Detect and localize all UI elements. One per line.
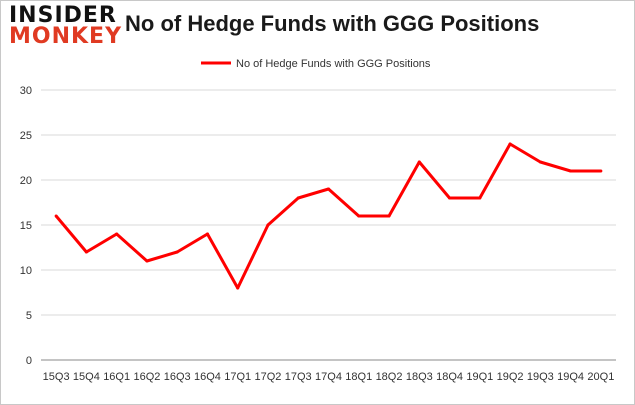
data-point — [357, 214, 361, 218]
x-tick-label: 15Q3 — [43, 371, 70, 383]
logo-line2: MONKEY — [9, 24, 123, 49]
data-point — [448, 196, 452, 200]
y-tick-label: 10 — [20, 265, 32, 277]
x-tick-label: 17Q2 — [255, 371, 282, 383]
x-tick-label: 16Q3 — [164, 371, 191, 383]
data-point — [599, 169, 603, 173]
data-point — [145, 259, 149, 263]
y-tick-label: 5 — [26, 310, 32, 322]
data-point — [478, 196, 482, 200]
x-tick-label: 16Q4 — [194, 371, 221, 383]
data-point — [205, 232, 209, 236]
x-tick-label: 20Q1 — [587, 371, 614, 383]
legend-label: No of Hedge Funds with GGG Positions — [236, 58, 431, 70]
x-tick-label: 18Q2 — [376, 371, 403, 383]
insider-monkey-logo: INSIDER MONKEY — [9, 3, 123, 49]
data-point — [115, 232, 119, 236]
data-point — [417, 160, 421, 164]
x-tick-label: 18Q4 — [436, 371, 463, 383]
y-tick-label: 0 — [26, 355, 32, 367]
x-tick-label: 18Q3 — [406, 371, 433, 383]
data-point — [327, 187, 330, 191]
data-point — [296, 196, 300, 200]
data-point — [508, 142, 512, 146]
x-tick-label: 16Q2 — [133, 371, 160, 383]
data-point — [54, 214, 58, 218]
x-tick-label: 19Q1 — [466, 371, 493, 383]
x-tick-label: 19Q4 — [557, 371, 584, 383]
data-point — [387, 214, 391, 218]
series-line — [54, 142, 601, 290]
x-tick-label: 16Q1 — [103, 371, 130, 383]
y-tick-label: 20 — [20, 175, 32, 187]
x-tick-label: 15Q4 — [73, 371, 100, 383]
data-point — [236, 286, 240, 290]
x-tick-label: 19Q2 — [497, 371, 524, 383]
data-point — [538, 160, 542, 164]
x-tick-label: 18Q1 — [345, 371, 372, 383]
y-tick-label: 25 — [20, 130, 32, 142]
data-point — [175, 250, 179, 254]
x-tick-label: 19Q3 — [527, 371, 554, 383]
y-tick-label: 30 — [20, 85, 32, 97]
data-point — [84, 250, 88, 254]
data-point — [569, 169, 573, 173]
logo-line1: INSIDER — [9, 3, 117, 28]
data-point — [266, 223, 270, 227]
y-tick-label: 15 — [20, 220, 32, 232]
chart-title: No of Hedge Funds with GGG Positions — [125, 11, 540, 36]
x-tick-label: 17Q1 — [224, 371, 251, 383]
x-tick-label: 17Q4 — [315, 371, 342, 383]
x-tick-label: 17Q3 — [285, 371, 312, 383]
